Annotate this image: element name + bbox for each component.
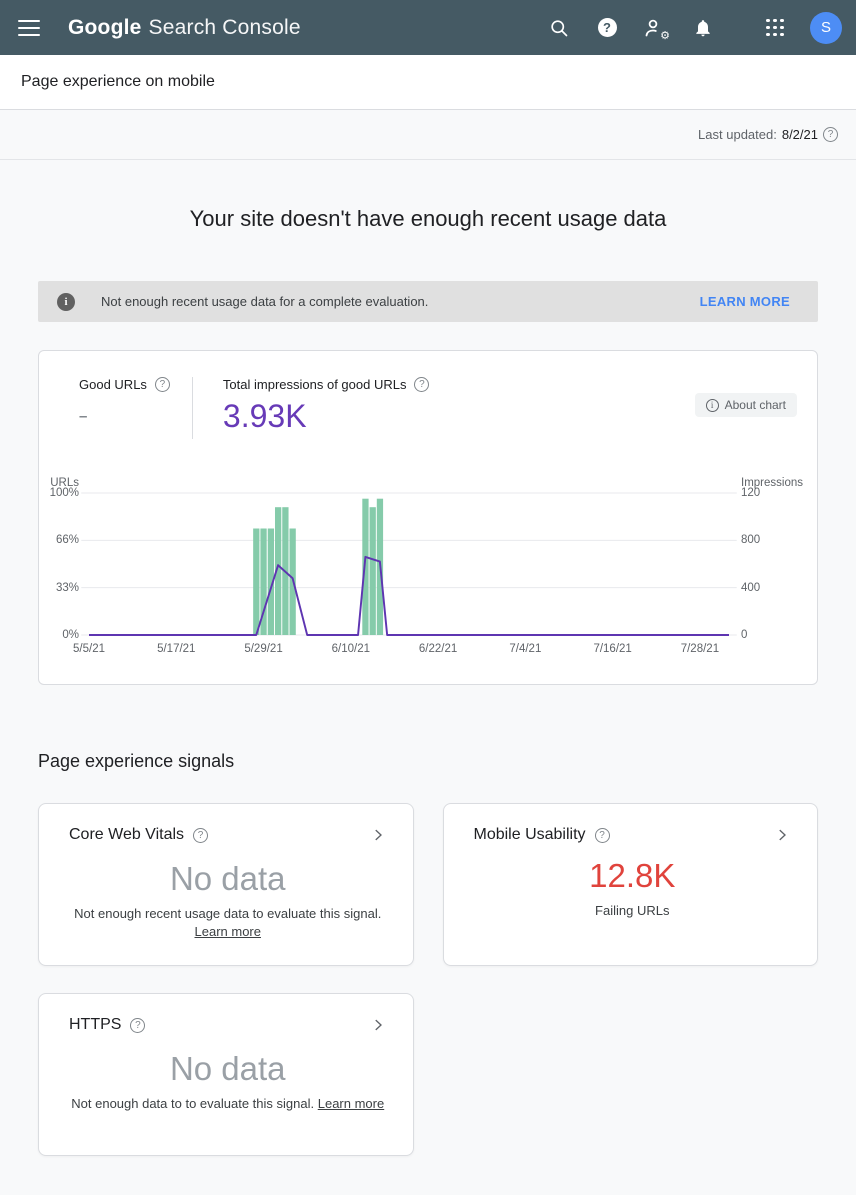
last-updated-date: 8/2/21	[781, 127, 818, 142]
menu-icon[interactable]	[18, 19, 40, 36]
core-web-vitals-card[interactable]: Core Web Vitals ? No data Not enough rec…	[38, 803, 414, 966]
https-value: No data	[169, 1050, 286, 1087]
core-web-vitals-title: Core Web Vitals	[69, 826, 185, 843]
x-axis-tick-label: 6/22/21	[418, 643, 458, 655]
https-learn-more-link[interactable]: Learn more	[317, 1096, 385, 1111]
x-axis-tick-label: 5/5/21	[73, 643, 105, 655]
notifications-bell-icon[interactable]	[684, 9, 722, 47]
metric-divider	[191, 377, 193, 439]
chart-x-labels: 5/5/21 5/17/21 5/29/21 6/10/21 6/22/21 7/4/21…	[73, 643, 729, 663]
about-chart-label: About chart	[724, 398, 786, 412]
chart-region: URLs Impressions 100% 66% 33% 0% 120 800 400 0…	[39, 477, 803, 663]
core-web-vitals-learn-more-link[interactable]: Learn more	[194, 923, 261, 939]
core-web-vitals-value: No data	[169, 860, 286, 897]
https-caption: Not enough data to to evaluate this sign…	[71, 1096, 315, 1111]
core-web-vitals-help-icon[interactable]: ?	[193, 827, 209, 843]
left-axis-ticks: 100% 66% 33% 0%	[39, 487, 89, 641]
x-axis-tick-label: 5/29/21	[244, 643, 283, 655]
chart-plot	[81, 492, 737, 636]
learn-more-button[interactable]: LEARN MORE	[699, 294, 790, 309]
x-axis-tick-label: 6/10/21	[331, 643, 370, 655]
impressions-label: Total impressions of good URLs	[222, 377, 407, 392]
impressions-value: 3.93K	[222, 398, 307, 434]
apps-grid-icon[interactable]	[756, 9, 794, 47]
good-urls-metric: Good URLs ? –	[79, 377, 170, 425]
y-axis-tick-label: 0%	[62, 629, 79, 641]
x-axis-tick-label: 7/28/21	[680, 643, 720, 655]
account-avatar[interactable]: S	[810, 11, 842, 44]
y-axis-tick-label: 33%	[55, 581, 79, 594]
about-chart-button[interactable]: i About chart	[694, 393, 797, 417]
good-urls-label: Good URLs	[79, 377, 147, 392]
impressions-metric: Total impressions of good URLs ? 3.93K	[223, 377, 430, 435]
x-axis-tick-label: 7/4/21	[509, 643, 542, 655]
info-banner: i Not enough recent usage data for a com…	[38, 281, 818, 322]
right-axis-ticks: 120 800 400 0	[729, 487, 797, 641]
banner-message: Not enough recent usage data for a compl…	[101, 294, 429, 309]
impressions-help-icon[interactable]: ?	[414, 377, 430, 392]
help-icon[interactable]: ?	[588, 9, 626, 47]
mobile-usability-title: Mobile Usability	[473, 826, 586, 843]
left-axis-title: URLs	[50, 477, 79, 489]
info-icon: i	[57, 292, 75, 311]
x-axis-tick-label: 7/16/21	[593, 643, 632, 655]
page-title: Page experience on mobile	[21, 73, 215, 90]
manage-users-icon[interactable]: ⚙	[636, 9, 674, 47]
top-app-bar: Google Search Console ? ⚙ S	[0, 0, 856, 55]
good-urls-value: –	[79, 408, 88, 425]
mobile-usability-card[interactable]: Mobile Usability ? 12.8K Failing URLs	[442, 803, 818, 966]
about-chart-info-icon: i	[705, 398, 719, 412]
last-updated-help-icon[interactable]: ?	[823, 127, 838, 142]
report-header: Page experience on mobile	[0, 55, 856, 110]
gear-icon: ⚙	[660, 29, 670, 42]
y-axis-tick-label: 120	[741, 487, 761, 499]
core-web-vitals-caption: Not enough recent usage data to evaluate…	[74, 906, 382, 921]
chevron-right-icon[interactable]	[773, 826, 791, 844]
page-status-heading: Your site doesn't have enough recent usa…	[189, 206, 667, 231]
chevron-right-icon[interactable]	[369, 826, 387, 844]
mobile-usability-value: 12.8K	[589, 857, 676, 894]
x-axis-tick-label: 5/17/21	[157, 643, 196, 655]
https-help-icon[interactable]: ?	[130, 1017, 146, 1033]
mobile-usability-help-icon[interactable]: ?	[594, 827, 610, 843]
signals-heading: Page experience signals	[38, 751, 235, 771]
last-updated-label: Last updated:	[698, 127, 777, 142]
y-axis-tick-label: 400	[741, 581, 761, 594]
signal-cards: Core Web Vitals ? No data Not enough rec…	[38, 803, 818, 1156]
chart-card-header: Good URLs ? – Total impressions of good …	[39, 377, 797, 439]
https-card[interactable]: HTTPS ? No data Not enough data to to ev…	[38, 993, 414, 1156]
chart-card: Good URLs ? – Total impressions of good …	[38, 350, 818, 685]
y-axis-tick-label: 0	[741, 629, 748, 641]
app-logo[interactable]: Google Search Console	[68, 16, 301, 40]
topbar-actions: ? ⚙ S	[540, 9, 842, 47]
mobile-usability-caption: Failing URLs	[595, 903, 670, 918]
chevron-right-icon[interactable]	[369, 1016, 387, 1034]
y-axis-tick-label: 100%	[49, 487, 79, 499]
right-axis-title: Impressions	[741, 477, 803, 489]
chart-plot-svg	[81, 492, 737, 636]
https-title: HTTPS	[69, 1016, 122, 1033]
logo-google: Google	[68, 15, 142, 39]
search-icon[interactable]	[540, 9, 578, 47]
y-axis-tick-label: 66%	[55, 534, 79, 547]
y-axis-tick-label: 800	[741, 534, 761, 547]
last-updated-row: Last updated: 8/2/21 ?	[0, 110, 856, 160]
logo-product: Search Console	[148, 15, 301, 39]
good-urls-help-icon[interactable]: ?	[154, 377, 170, 392]
